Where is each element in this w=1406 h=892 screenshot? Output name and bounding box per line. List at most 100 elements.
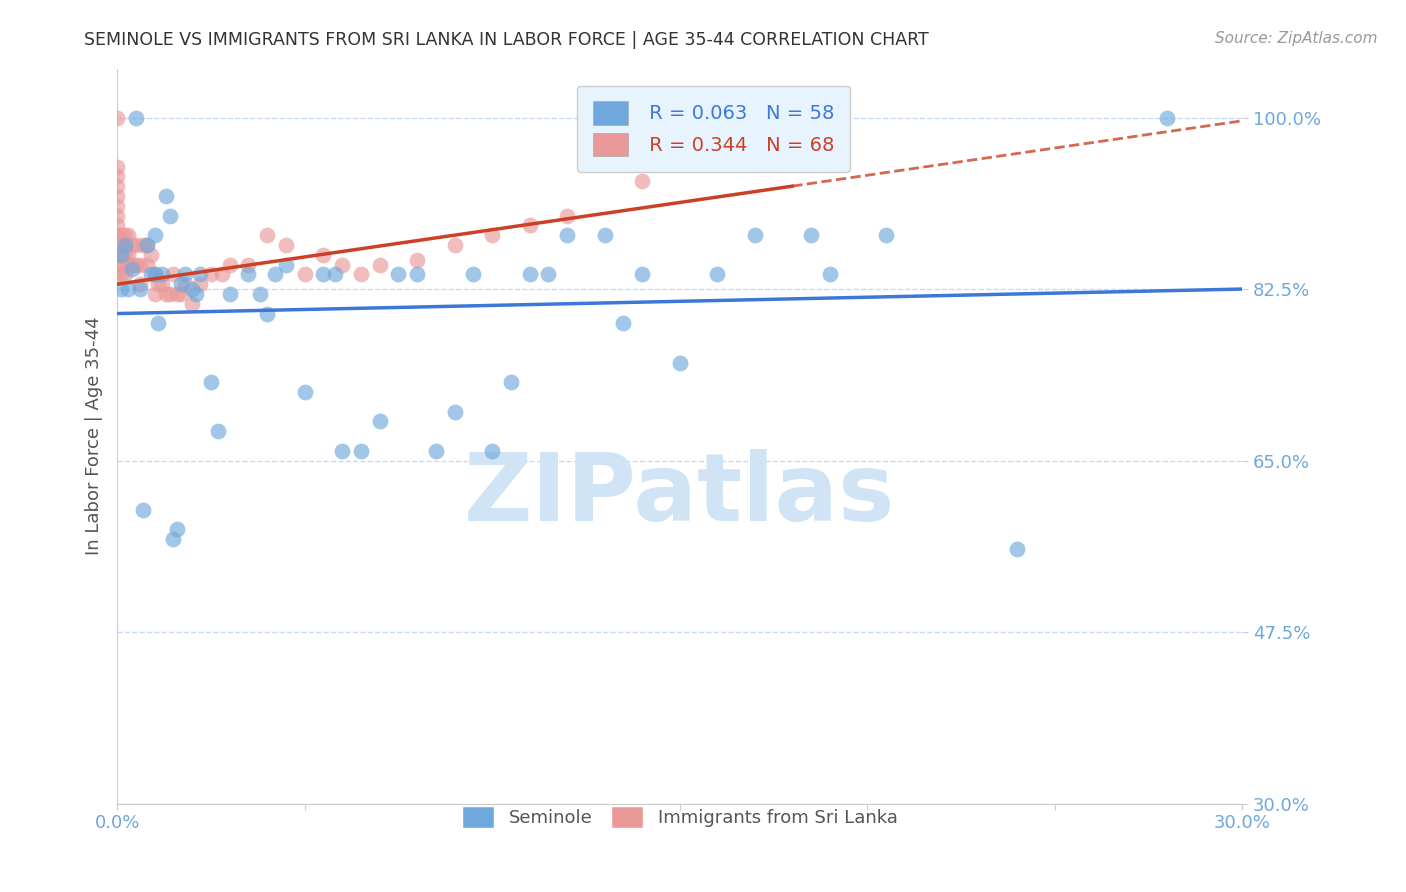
- Point: [350, 443, 373, 458]
- Point: [117, 258, 139, 272]
- Point: [128, 282, 150, 296]
- Point: [875, 228, 897, 243]
- Point: [125, 258, 148, 272]
- Point: [425, 443, 447, 458]
- Point: [249, 287, 271, 301]
- Point: [105, 111, 128, 125]
- Point: [173, 277, 195, 292]
- Point: [105, 189, 128, 203]
- Point: [519, 268, 541, 282]
- Point: [105, 179, 128, 194]
- Point: [136, 238, 159, 252]
- Point: [256, 307, 278, 321]
- Point: [155, 287, 177, 301]
- Point: [780, 130, 803, 145]
- Point: [166, 522, 188, 536]
- Point: [555, 209, 578, 223]
- Point: [117, 282, 139, 296]
- Point: [200, 375, 222, 389]
- Point: [207, 424, 229, 438]
- Point: [114, 238, 136, 252]
- Point: [143, 287, 166, 301]
- Point: [706, 150, 728, 164]
- Point: [406, 268, 429, 282]
- Point: [162, 268, 184, 282]
- Point: [312, 248, 335, 262]
- Point: [294, 384, 316, 399]
- Point: [170, 277, 193, 292]
- Point: [499, 375, 522, 389]
- Point: [110, 258, 132, 272]
- Point: [121, 262, 143, 277]
- Point: [114, 248, 136, 262]
- Point: [330, 258, 353, 272]
- Point: [274, 258, 297, 272]
- Point: [125, 238, 148, 252]
- Point: [117, 248, 139, 262]
- Point: [406, 252, 429, 267]
- Point: [274, 238, 297, 252]
- Point: [443, 238, 465, 252]
- Point: [238, 258, 260, 272]
- Point: [200, 268, 222, 282]
- Point: [105, 238, 128, 252]
- Point: [1007, 541, 1029, 556]
- Point: [162, 532, 184, 546]
- Point: [110, 248, 132, 262]
- Point: [105, 228, 128, 243]
- Point: [173, 268, 195, 282]
- Point: [218, 287, 240, 301]
- Point: [184, 287, 207, 301]
- Point: [668, 355, 690, 369]
- Point: [350, 268, 373, 282]
- Point: [132, 238, 155, 252]
- Point: [463, 268, 485, 282]
- Point: [150, 268, 173, 282]
- Point: [818, 268, 841, 282]
- Point: [181, 282, 204, 296]
- Point: [105, 199, 128, 213]
- Point: [368, 414, 391, 428]
- Point: [218, 258, 240, 272]
- Point: [105, 160, 128, 174]
- Point: [188, 277, 211, 292]
- Text: ZIPatlas: ZIPatlas: [464, 449, 896, 541]
- Point: [170, 287, 193, 301]
- Point: [150, 277, 173, 292]
- Point: [114, 238, 136, 252]
- Point: [443, 404, 465, 418]
- Point: [128, 277, 150, 292]
- Point: [294, 268, 316, 282]
- Point: [132, 502, 155, 516]
- Point: [256, 228, 278, 243]
- Point: [148, 277, 170, 292]
- Point: [105, 248, 128, 262]
- Point: [519, 219, 541, 233]
- Point: [593, 228, 616, 243]
- Point: [143, 228, 166, 243]
- Y-axis label: In Labor Force | Age 35-44: In Labor Force | Age 35-44: [86, 317, 103, 556]
- Point: [631, 174, 654, 188]
- Point: [181, 297, 204, 311]
- Legend: Seminole, Immigrants from Sri Lanka: Seminole, Immigrants from Sri Lanka: [454, 798, 904, 835]
- Point: [136, 258, 159, 272]
- Point: [706, 268, 728, 282]
- Point: [121, 258, 143, 272]
- Point: [128, 258, 150, 272]
- Point: [117, 228, 139, 243]
- Point: [330, 443, 353, 458]
- Point: [121, 238, 143, 252]
- Point: [139, 248, 162, 262]
- Point: [211, 268, 233, 282]
- Point: [105, 268, 128, 282]
- Point: [612, 317, 634, 331]
- Point: [105, 258, 128, 272]
- Point: [481, 228, 503, 243]
- Point: [114, 228, 136, 243]
- Point: [631, 268, 654, 282]
- Point: [148, 317, 170, 331]
- Point: [110, 238, 132, 252]
- Point: [555, 228, 578, 243]
- Point: [114, 268, 136, 282]
- Point: [159, 287, 181, 301]
